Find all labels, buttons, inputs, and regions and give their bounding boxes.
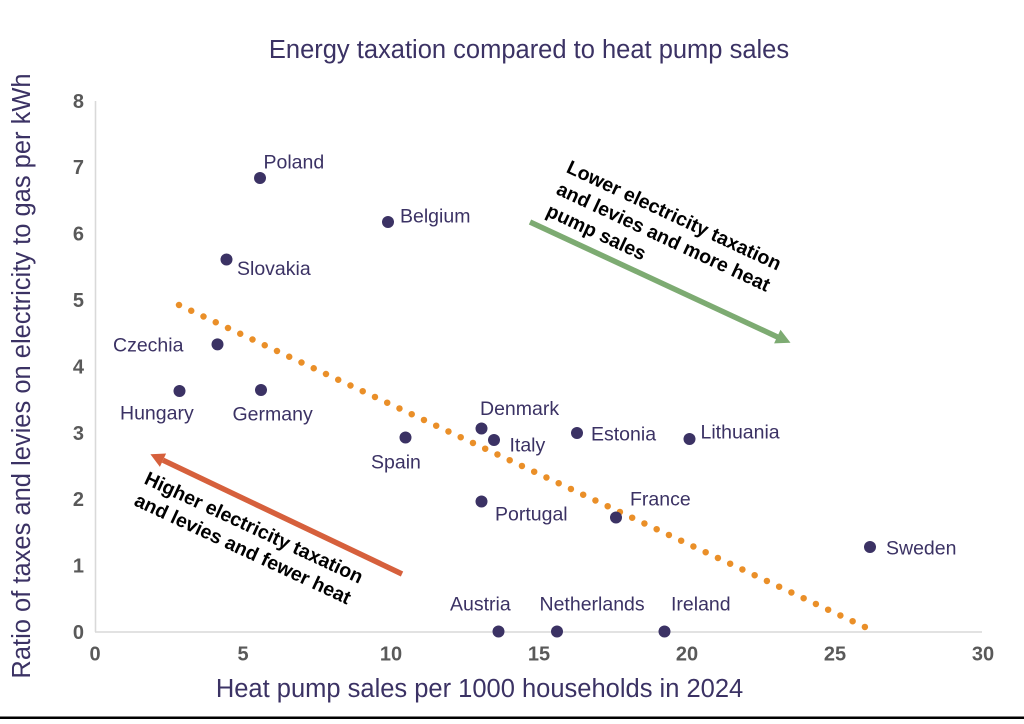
svg-text:20: 20 <box>676 644 698 666</box>
svg-text:10: 10 <box>380 644 402 666</box>
svg-text:0: 0 <box>73 622 84 644</box>
svg-text:Netherlands: Netherlands <box>540 594 645 616</box>
svg-text:France: France <box>630 489 691 511</box>
svg-text:3: 3 <box>73 423 84 445</box>
svg-text:Lithuania: Lithuania <box>701 422 780 444</box>
svg-text:Austria: Austria <box>450 594 511 616</box>
svg-text:25: 25 <box>824 644 846 666</box>
svg-text:1: 1 <box>73 556 84 578</box>
svg-text:Denmark: Denmark <box>480 398 559 420</box>
svg-text:Portugal: Portugal <box>495 504 568 526</box>
svg-text:4: 4 <box>73 356 85 378</box>
svg-text:Belgium: Belgium <box>400 206 470 228</box>
svg-text:Estonia: Estonia <box>591 424 656 446</box>
svg-text:Italy: Italy <box>510 435 546 457</box>
svg-text:Energy taxation compared to he: Energy taxation compared to heat pump sa… <box>269 36 789 64</box>
svg-text:Czechia: Czechia <box>113 335 184 357</box>
svg-text:0: 0 <box>89 644 100 666</box>
svg-text:2: 2 <box>73 489 84 511</box>
svg-text:5: 5 <box>237 644 248 666</box>
svg-text:30: 30 <box>972 644 994 666</box>
svg-text:Hungary: Hungary <box>120 403 194 425</box>
svg-text:Ratio of taxes and levies on e: Ratio of taxes and levies on electricity… <box>8 73 36 678</box>
svg-text:Poland: Poland <box>264 152 325 174</box>
svg-text:5: 5 <box>73 290 84 312</box>
svg-text:Germany: Germany <box>233 404 313 426</box>
svg-text:6: 6 <box>73 224 84 246</box>
svg-text:7: 7 <box>73 157 84 179</box>
svg-text:Sweden: Sweden <box>886 538 956 560</box>
svg-text:Slovakia: Slovakia <box>237 258 311 280</box>
svg-text:Spain: Spain <box>371 452 421 474</box>
svg-text:8: 8 <box>73 91 84 113</box>
svg-text:15: 15 <box>528 644 550 666</box>
svg-text:Ireland: Ireland <box>671 594 731 616</box>
svg-text:Heat pump sales per 1000 house: Heat pump sales per 1000 households in 2… <box>216 675 743 703</box>
